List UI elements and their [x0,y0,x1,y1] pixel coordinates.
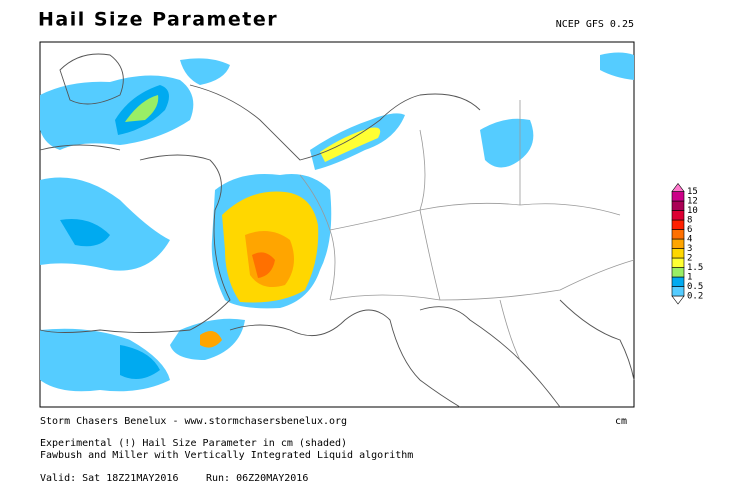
colorbar-box [671,248,685,259]
colorbar-box [671,219,685,230]
colorbar-box [671,229,685,240]
colorbar-label: 3 [687,244,692,254]
colorbar-label: 10 [687,206,698,216]
colorbar-box [671,200,685,211]
colorbar-box [671,276,685,287]
run-time: Run: 06Z20MAY2016 [206,473,308,484]
model-label: NCEP GFS 0.25 [556,19,634,30]
map [39,41,635,408]
colorbar-label: 8 [687,216,692,226]
colorbar-label: 4 [687,235,692,245]
colorbar-label: 1.5 [687,263,703,273]
colorbar-label: 2 [687,254,692,264]
colorbar-label: 0.5 [687,282,703,292]
colorbar-label: 12 [687,197,698,207]
valid-time: Valid: Sat 18Z21MAY2016 [40,473,178,484]
colorbar-box [671,286,685,297]
colorbar-box [671,267,685,278]
colorbar-label: 1 [687,273,692,283]
colorbar-label: 6 [687,225,692,235]
colorbar-box [671,191,685,202]
title: Hail Size Parameter [38,9,278,31]
unit-label: cm [615,416,627,427]
shading [40,52,634,392]
borders [299,100,635,361]
colorbar-box [671,257,685,268]
colorbar-end [671,295,685,305]
colorbar-box [671,238,685,249]
coastlines [39,53,635,408]
colorbar-box [671,210,685,221]
description: Fawbush and Miller with Vertically Integ… [40,450,413,461]
colorbar-label: 0.2 [687,292,703,302]
description: Experimental (!) Hail Size Parameter in … [40,438,347,449]
credit: Storm Chasers Benelux - www.stormchasers… [40,416,347,427]
colorbar-end [671,183,685,192]
colorbar-label: 15 [687,187,698,197]
